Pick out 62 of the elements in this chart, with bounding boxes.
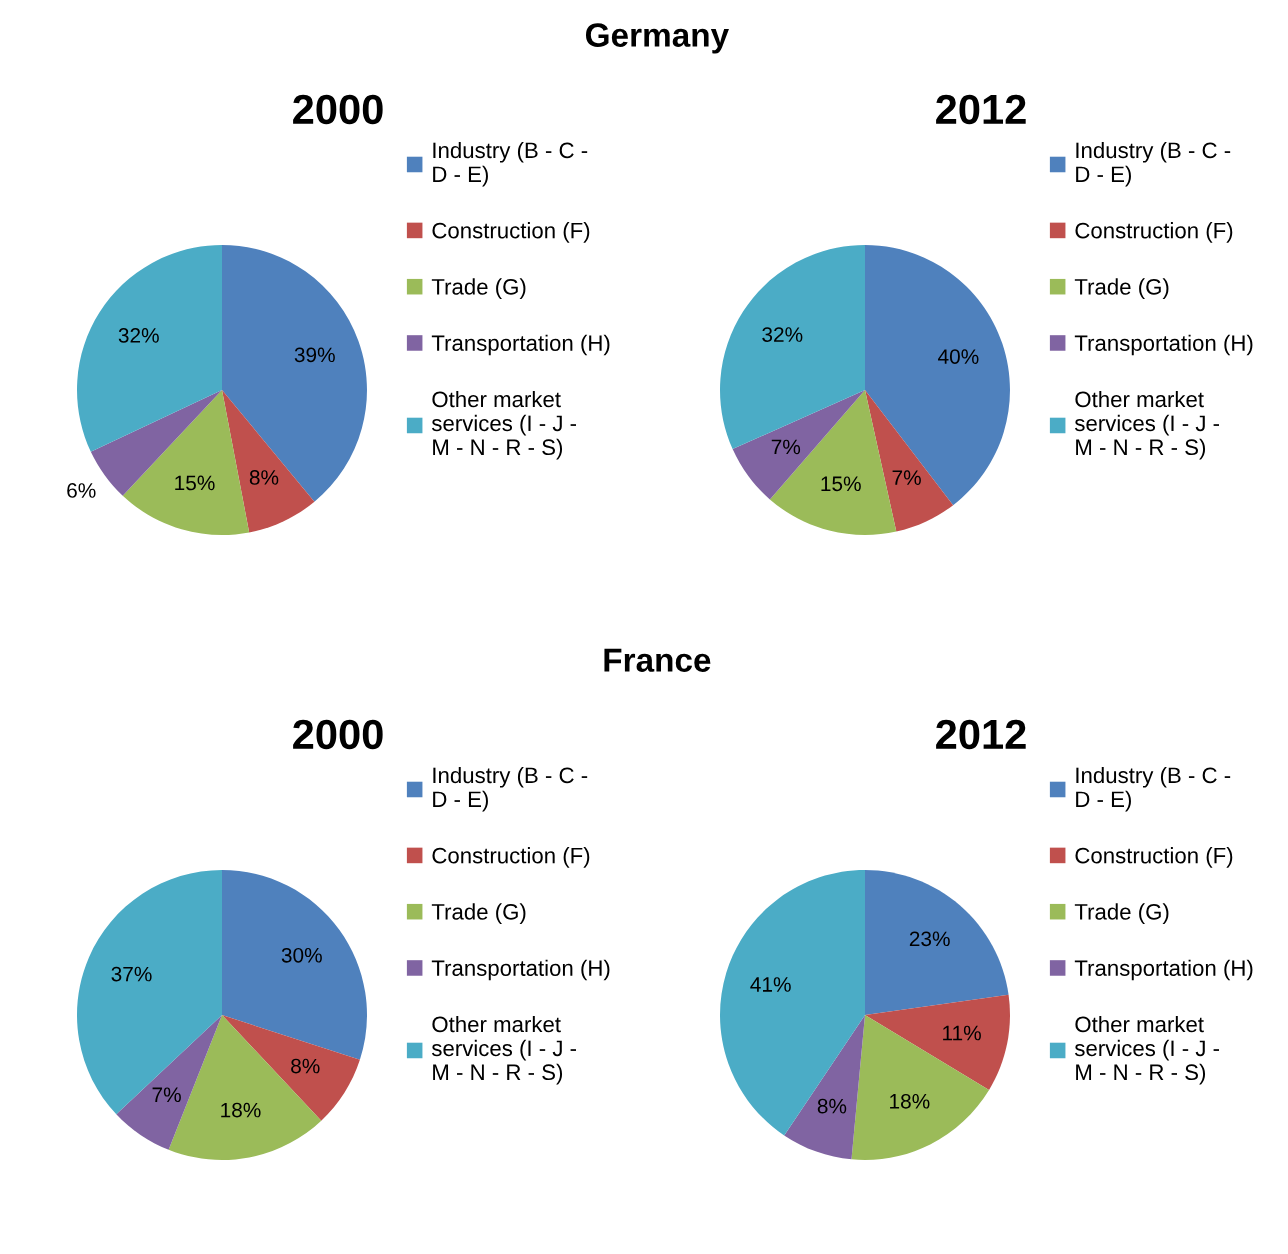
legend-label: Industry (B - C - D - E) bbox=[1076, 141, 1231, 187]
pie-slice bbox=[784, 1015, 865, 1160]
chart-title: 2012 bbox=[936, 94, 1026, 125]
data-label: 32% bbox=[762, 327, 803, 342]
pie-slice bbox=[865, 390, 954, 532]
pie-slice bbox=[222, 870, 367, 1060]
data-label: 30% bbox=[281, 947, 322, 963]
legend-label: Other market services (I - J - M - N - R - S) bbox=[1074, 390, 1220, 460]
legend-label: Transportation (H) bbox=[1074, 334, 1253, 356]
pie-slice bbox=[865, 870, 1009, 1015]
pie-slice bbox=[116, 1015, 222, 1150]
data-label: 32% bbox=[118, 328, 159, 343]
legend-label: Other market services (I - J - M - N - R - S) bbox=[431, 390, 577, 460]
data-label: 18% bbox=[221, 1102, 261, 1118]
text: France bbox=[604, 648, 711, 672]
data-label: 8% bbox=[291, 1058, 320, 1074]
pie-slice bbox=[222, 245, 367, 502]
legend-label: Other market services (I - J - M - N - R - S) bbox=[1074, 1015, 1220, 1085]
pie-slice bbox=[720, 870, 865, 1136]
pie-slice bbox=[851, 1015, 990, 1160]
legend-label: Industry (B - C - D - E) bbox=[433, 766, 588, 812]
legend-label: Trade (G) bbox=[431, 903, 526, 925]
pie-slice bbox=[77, 245, 222, 452]
legend-label: Transportation (H) bbox=[431, 334, 610, 356]
data-label: 15% bbox=[175, 475, 215, 491]
legend-label: Trade (G) bbox=[1074, 278, 1169, 300]
legend-label: Construction (F) bbox=[1075, 222, 1233, 243]
data-label: 7% bbox=[771, 439, 801, 455]
chart-title: 2000 bbox=[293, 719, 383, 750]
legend-label: Other market services (I - J - M - N - R - S) bbox=[431, 1015, 577, 1085]
data-label: 8% bbox=[817, 1098, 847, 1114]
legend-label: Industry (B - C - D - E) bbox=[1076, 766, 1231, 812]
pie-slice bbox=[222, 1015, 360, 1121]
legend-label: Construction (F) bbox=[1075, 847, 1233, 868]
pie-slice bbox=[77, 870, 222, 1115]
data-label: 15% bbox=[821, 476, 861, 492]
legend-label: Transportation (H) bbox=[431, 959, 610, 981]
chart-title: 2000 bbox=[293, 94, 383, 125]
data-label: 18% bbox=[890, 1093, 930, 1109]
data-label: 41% bbox=[750, 977, 791, 992]
legend-label: Trade (G) bbox=[1074, 903, 1169, 925]
chart-title: 2012 bbox=[936, 719, 1026, 750]
data-label: 7% bbox=[152, 1087, 181, 1103]
data-label: 40% bbox=[938, 349, 979, 364]
pie-slice bbox=[122, 390, 250, 535]
data-label: 6% bbox=[67, 483, 96, 498]
data-label: 23% bbox=[909, 931, 950, 947]
legend-label: Trade (G) bbox=[431, 278, 526, 300]
data-label: 37% bbox=[111, 966, 152, 982]
data-label: 8% bbox=[249, 470, 279, 485]
data-label: 7% bbox=[892, 470, 921, 485]
legend-label: Construction (F) bbox=[432, 847, 590, 868]
legend-label: Transportation (H) bbox=[1074, 959, 1253, 981]
pie-slice bbox=[865, 245, 1010, 506]
pie-slice bbox=[222, 390, 315, 533]
text: Germany bbox=[585, 23, 729, 54]
legend-label: Industry (B - C - D - E) bbox=[433, 141, 588, 187]
data-label: 39% bbox=[294, 347, 335, 363]
pie-slice bbox=[732, 390, 865, 500]
legend-label: Construction (F) bbox=[432, 222, 590, 243]
pie-slice bbox=[865, 994, 1010, 1091]
data-label: 11% bbox=[943, 1025, 981, 1041]
